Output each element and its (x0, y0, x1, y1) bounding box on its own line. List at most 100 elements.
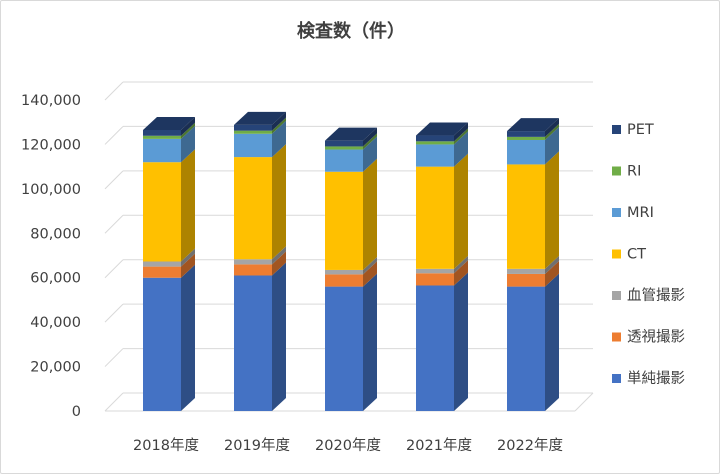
bars (143, 111, 559, 411)
y-axis: 0 20,000 40,000 60,000 80,000 100,000 120,000 1… (21, 93, 81, 420)
gridline-diag (104, 214, 124, 234)
gridline-diag (104, 259, 124, 279)
bar-segment-side (181, 149, 195, 262)
bar-segment (416, 144, 454, 167)
bar-top (507, 118, 559, 132)
legend-swatch (612, 249, 621, 259)
bar-segment-side (545, 126, 559, 165)
y-tick-label: 0 (72, 404, 81, 420)
x-tick-label: 2018年度 (133, 437, 199, 454)
legend-swatch (612, 166, 621, 176)
bar-segment (143, 138, 181, 163)
bar-segment-side (454, 131, 468, 167)
gridline-diag (104, 126, 124, 145)
bar-segment-side (545, 118, 559, 137)
floor-right-edge (574, 392, 594, 412)
bar-segment (234, 130, 272, 134)
bar-segment-side (181, 264, 195, 411)
bar-segment-side (272, 251, 286, 276)
bar-segment (416, 141, 454, 145)
gridline-diag (104, 392, 124, 412)
bar-segment-side (363, 261, 377, 287)
gridline-diag (104, 170, 124, 190)
bar-segment (234, 133, 272, 158)
bar-segment (234, 264, 272, 276)
bar-segment-side (363, 133, 377, 150)
bar-stack (325, 127, 377, 411)
bar-segment-side (363, 273, 377, 411)
bar-top (325, 127, 377, 141)
bar-segment-side (454, 272, 468, 411)
bar-segment-side (272, 120, 286, 158)
x-tick-label: 2020年度 (315, 437, 381, 454)
bar-segment-side (454, 153, 468, 269)
bar-segment-side (363, 136, 377, 172)
gridline-diag (104, 303, 124, 323)
x-tick-label: 2019年度 (224, 437, 290, 454)
legend-label: PET (627, 122, 654, 138)
legend-swatch (612, 374, 621, 383)
bar-top (143, 116, 195, 130)
bar-stack (143, 116, 195, 411)
bar-segment (325, 286, 363, 411)
bar-segment-side (272, 144, 286, 260)
bar-segment-side (545, 255, 559, 274)
bar-segment-side (454, 255, 468, 274)
bar-segment (507, 136, 545, 140)
y-tick-label: 40,000 (30, 315, 81, 331)
bar-segment (143, 261, 181, 267)
bar-segment (325, 149, 363, 172)
bar-segment-side (545, 273, 559, 411)
legend-item: MRI (612, 205, 654, 221)
bar-segment-side (454, 260, 468, 286)
bar-stack (234, 111, 286, 411)
bar-segment (234, 275, 272, 411)
bar-segment-side (545, 151, 559, 269)
bar-segment-side (363, 256, 377, 275)
bar-segment (234, 259, 272, 265)
bar-segment-side (181, 116, 195, 136)
bar-top (234, 111, 286, 125)
bar-segment (507, 164, 545, 269)
x-tick-label: 2021年度 (406, 437, 472, 454)
legend-label: 単純撮影 (627, 370, 685, 387)
bar-segment (416, 166, 454, 269)
bar-segment (416, 268, 454, 274)
bar-segment-side (272, 262, 286, 411)
bar-segment-side (363, 158, 377, 270)
bar-segment (416, 135, 454, 142)
bar-segment (234, 124, 272, 131)
y-tick-label: 60,000 (30, 271, 81, 287)
legend-swatch (612, 332, 621, 342)
legend-swatch (612, 208, 621, 217)
bar-segment (507, 139, 545, 165)
bar-segment-side (545, 123, 559, 140)
legend-item: CT (612, 247, 646, 263)
x-axis: 2018年度 2019年度 2020年度 2021年度 2022年度 (133, 437, 563, 454)
y-tick-label: 140,000 (21, 93, 81, 109)
legend-item: 血管撮影 (612, 287, 685, 304)
bar-segment-side (181, 122, 195, 139)
bar-segment-side (272, 111, 286, 131)
legend-label: MRI (627, 205, 654, 221)
legend-item: RI (612, 164, 641, 180)
gridline-diag (104, 81, 124, 101)
bar-segment (325, 171, 363, 270)
bar-segment (143, 266, 181, 278)
legend-label: 血管撮影 (627, 287, 685, 304)
y-tick-label: 80,000 (30, 226, 81, 242)
legend-swatch (612, 125, 621, 134)
gridline-diag (104, 348, 124, 367)
bar-stack (416, 122, 468, 411)
y-tick-label: 120,000 (21, 137, 81, 153)
legend-item: 透視撮影 (612, 329, 685, 346)
bar-segment (416, 285, 454, 411)
legend-label: RI (627, 164, 641, 180)
chart-title: 検査数（件） (297, 20, 405, 42)
bar-segment-side (272, 117, 286, 134)
bar-segment (143, 135, 181, 139)
legend-item: 単純撮影 (612, 370, 685, 387)
bar-segment-side (454, 122, 468, 142)
bar-segment (234, 157, 272, 260)
